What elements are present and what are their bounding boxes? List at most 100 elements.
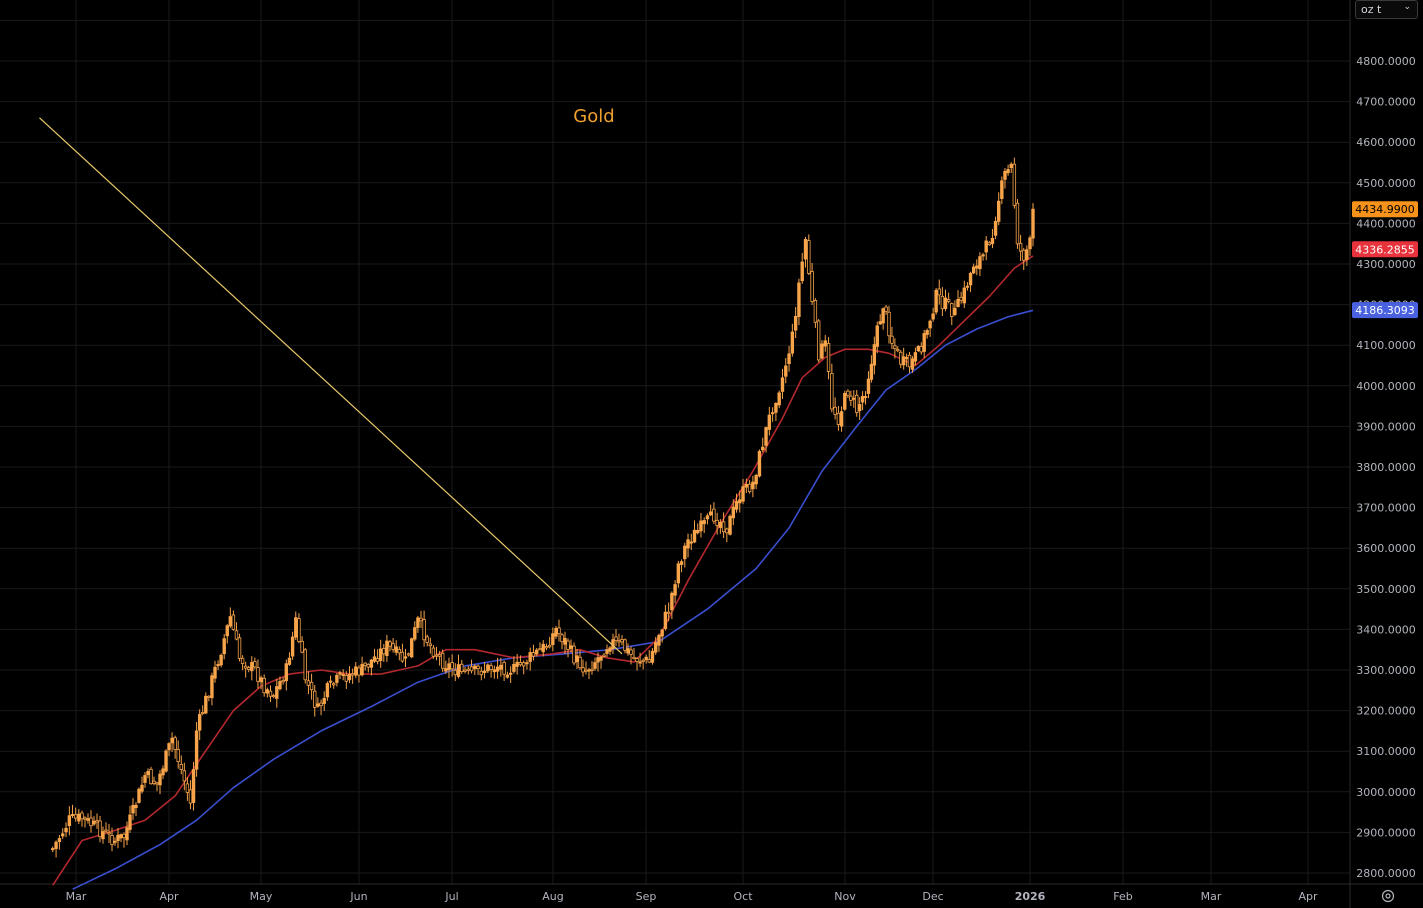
- candle-body: [495, 666, 500, 672]
- candle-body: [222, 638, 226, 655]
- y-tick-label: 4300.0000: [1356, 258, 1416, 271]
- x-tick-label: Apr: [1298, 890, 1318, 903]
- candle-body: [489, 665, 493, 670]
- candle-body: [869, 363, 874, 380]
- candle-body: [125, 827, 129, 841]
- candle-body: [234, 630, 239, 640]
- candle-body: [369, 659, 374, 668]
- candle-body: [194, 730, 199, 770]
- x-tick-label: Jul: [444, 890, 458, 903]
- candle-body: [207, 695, 211, 698]
- candle-body: [131, 805, 135, 814]
- candle-body: [213, 666, 217, 679]
- candle-body: [566, 640, 570, 650]
- candle-body: [83, 817, 87, 820]
- candle-body: [535, 649, 539, 655]
- candle-body: [569, 645, 573, 649]
- candle-body: [803, 238, 808, 260]
- candle-body: [946, 299, 951, 302]
- candle-body: [702, 520, 706, 525]
- candle-body: [731, 506, 735, 519]
- candle-body: [341, 673, 345, 676]
- candle-body: [134, 804, 138, 809]
- candle-body: [492, 669, 497, 673]
- candle-body: [971, 266, 976, 274]
- candle-body: [770, 412, 775, 415]
- chevron-down-icon: ⌄: [1403, 2, 1411, 12]
- candle-body: [297, 618, 301, 642]
- candle-body: [104, 829, 108, 832]
- candle-body: [931, 313, 935, 320]
- candle-body: [201, 711, 205, 714]
- y-tick-label: 3400.0000: [1356, 623, 1416, 636]
- candle-body: [107, 832, 111, 835]
- candle-body: [77, 813, 81, 822]
- candle-body: [560, 634, 564, 643]
- candle-body: [554, 628, 558, 637]
- candle-body: [228, 616, 233, 627]
- candle-body: [728, 515, 732, 535]
- candle-body: [1012, 163, 1017, 206]
- candle-body: [525, 662, 529, 665]
- candle-body: [692, 529, 697, 543]
- candles-layer: [51, 157, 1035, 858]
- candle-body: [826, 343, 831, 372]
- candle-body: [590, 668, 594, 671]
- candle-body: [764, 427, 768, 446]
- candle-body: [852, 397, 856, 400]
- candle-body: [666, 611, 671, 614]
- candle-body: [962, 287, 966, 304]
- candle-body: [857, 404, 862, 412]
- y-tick-label: 3800.0000: [1356, 461, 1416, 474]
- candle-body: [787, 353, 791, 365]
- candle-body: [86, 818, 90, 821]
- candle-body: [197, 714, 202, 731]
- candle-body: [833, 406, 837, 415]
- candle-body: [294, 617, 298, 638]
- price-label-last-bg: [1352, 201, 1418, 218]
- unit-selector[interactable]: oz t ⌄: [1355, 0, 1418, 19]
- candle-body: [185, 783, 190, 793]
- candle-body: [987, 242, 992, 246]
- candle-body: [440, 652, 445, 669]
- candle-body: [940, 295, 945, 310]
- candle-body: [473, 665, 477, 670]
- candle-body: [143, 775, 147, 783]
- candle-body: [774, 402, 778, 413]
- price-label-ma-long-bg: [1352, 302, 1418, 319]
- candle-body: [300, 640, 304, 653]
- candle-body: [725, 528, 729, 534]
- y-tick-label: 3300.0000: [1356, 664, 1416, 677]
- candle-body: [830, 373, 834, 410]
- candle-body: [413, 627, 417, 640]
- candle-body: [146, 771, 150, 776]
- candle-body: [654, 642, 658, 653]
- candle-body: [544, 646, 549, 649]
- candle-body: [98, 820, 102, 838]
- trendline-layer: [39, 117, 623, 655]
- candle-body: [990, 237, 995, 245]
- candle-body: [122, 833, 126, 839]
- candle-body: [1022, 249, 1026, 261]
- unit-selector-value: oz t: [1361, 3, 1382, 16]
- candle-body: [718, 521, 723, 528]
- candle-body: [670, 592, 674, 611]
- candle-body: [338, 672, 342, 675]
- candle-body: [431, 647, 436, 657]
- settings-button[interactable]: [1378, 886, 1398, 906]
- candle-body: [617, 640, 621, 643]
- gear-icon: [1381, 889, 1395, 903]
- candle-body: [551, 633, 555, 645]
- candle-body: [596, 657, 600, 663]
- candle-body: [385, 640, 389, 657]
- candle-body: [167, 743, 171, 751]
- candle-body: [437, 654, 442, 657]
- candle-body: [978, 256, 982, 270]
- candle-body: [913, 352, 918, 362]
- candle-body: [531, 652, 536, 657]
- candle-body: [61, 833, 65, 837]
- candle-body: [950, 303, 954, 317]
- candle-body: [149, 768, 153, 785]
